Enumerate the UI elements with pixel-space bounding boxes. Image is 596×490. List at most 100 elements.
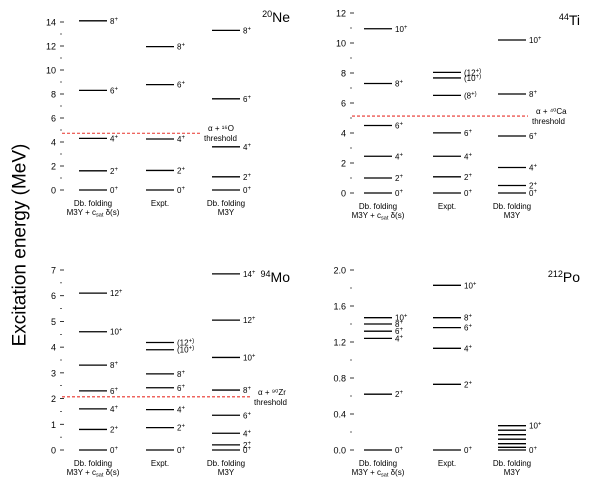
y-tick-label: 1.2 bbox=[333, 338, 346, 348]
column-label: Db. folding bbox=[359, 459, 397, 468]
level-label: 4+ bbox=[243, 143, 251, 152]
level-label: 0+ bbox=[110, 186, 118, 195]
level-label: 4+ bbox=[464, 152, 472, 161]
threshold-label: α + ⁹⁰Zr bbox=[258, 388, 286, 397]
level-label: 4+ bbox=[529, 164, 537, 173]
level-label: 4+ bbox=[243, 429, 251, 438]
column-label: Expt. bbox=[438, 202, 456, 211]
level-label: 2+ bbox=[110, 167, 118, 176]
level-label: 10+ bbox=[243, 353, 256, 362]
level-label: 2+ bbox=[177, 424, 185, 433]
column-label: M3Y + csat δ(s) bbox=[352, 211, 405, 222]
level-label: 10+ bbox=[395, 314, 408, 323]
level-label: 6+ bbox=[395, 327, 403, 336]
nucleus-label: 212Po bbox=[548, 269, 580, 285]
level-label: 0+ bbox=[395, 189, 403, 198]
y-tick-label: 4 bbox=[51, 343, 56, 353]
level-label: 0+ bbox=[464, 446, 472, 455]
level-label: 14+ bbox=[243, 270, 256, 279]
level-label: 4+ bbox=[110, 134, 118, 143]
y-tick-label: 0.0 bbox=[333, 446, 346, 456]
y-tick-label: 12 bbox=[336, 9, 346, 19]
level-label: 0+ bbox=[243, 446, 251, 455]
column-label: M3Y + csat δ(s) bbox=[67, 208, 120, 219]
level-label: 6+ bbox=[529, 132, 537, 141]
y-tick-label: 1.6 bbox=[333, 302, 346, 312]
level-label: 2+ bbox=[529, 182, 537, 191]
level-label: 2+ bbox=[243, 173, 251, 182]
level-label: 0+ bbox=[177, 186, 185, 195]
column-1: 0+ 2+ 4+ 6+8+ 10+ Expt. bbox=[433, 281, 477, 468]
y-tick-label: 0 bbox=[51, 186, 56, 196]
level-label: 2+ bbox=[464, 173, 472, 182]
level-label: 2+ bbox=[395, 390, 403, 399]
column-label: Expt. bbox=[151, 459, 169, 468]
level-label: 2+ bbox=[395, 174, 403, 183]
y-tick-label: 0.4 bbox=[333, 410, 346, 420]
level-label: 8+ bbox=[243, 386, 251, 395]
level-label: 2+ bbox=[243, 441, 251, 450]
y-tick-label: 2 bbox=[51, 162, 56, 172]
level-label: (12+) bbox=[177, 339, 194, 348]
column-label: M3Y bbox=[218, 208, 235, 217]
column-1: 0+ 2+ 4+ 6+ (8+) (10+)(12+) Expt. bbox=[433, 68, 481, 211]
level-label: 4+ bbox=[177, 406, 185, 415]
y-tick-label: 2 bbox=[51, 394, 56, 404]
y-tick-label: 6 bbox=[51, 291, 56, 301]
column-label: Db. folding bbox=[207, 199, 245, 208]
column-1: 0+ 2+ 4+ 6+ 8+ Expt. bbox=[146, 43, 185, 208]
level-label: 2+ bbox=[464, 380, 472, 389]
level-label: 0+ bbox=[529, 189, 537, 198]
y-tick-label: 7 bbox=[51, 266, 56, 276]
level-label: 4+ bbox=[395, 152, 403, 161]
level-label: 10+ bbox=[529, 422, 542, 431]
column-label: M3Y + csat δ(s) bbox=[352, 468, 405, 479]
level-label: 0+ bbox=[243, 186, 251, 195]
y-tick-label: 8 bbox=[51, 90, 56, 100]
level-label: 6+ bbox=[177, 384, 185, 393]
column-label: Expt. bbox=[438, 459, 456, 468]
y-tick-label: 0.8 bbox=[333, 374, 346, 384]
column-label: Db. folding bbox=[359, 202, 397, 211]
level-label: 2+ bbox=[177, 166, 185, 175]
y-tick-label: 4 bbox=[341, 129, 346, 139]
threshold-label: threshold bbox=[532, 117, 565, 126]
column-label: Db. folding bbox=[493, 459, 531, 468]
level-label: 0+ bbox=[464, 189, 472, 198]
y-tick-label: 1 bbox=[51, 420, 56, 430]
level-label: 10+ bbox=[464, 281, 477, 290]
level-label: 8+ bbox=[243, 26, 251, 35]
column-1: 0+ 2+ 4+ 6+ 8+ (10+)(12+) Expt. bbox=[146, 339, 194, 468]
level-label: 8+ bbox=[395, 320, 403, 329]
level-label: 6+ bbox=[243, 95, 251, 104]
column-label: Db. folding bbox=[493, 202, 531, 211]
level-label: 6+ bbox=[177, 81, 185, 90]
y-tick-label: 6 bbox=[51, 114, 56, 124]
threshold-label: α + ¹⁶O bbox=[208, 124, 234, 133]
level-label: 2+ bbox=[110, 425, 118, 434]
level-label: 10+ bbox=[110, 328, 123, 337]
level-label: 8+ bbox=[110, 361, 118, 370]
y-tick-label: 12 bbox=[46, 42, 56, 52]
level-label: 6+ bbox=[395, 122, 403, 131]
level-label: 4+ bbox=[464, 344, 472, 353]
threshold-label: threshold bbox=[204, 134, 237, 143]
level-label: 4+ bbox=[110, 405, 118, 414]
level-label: (10+) bbox=[177, 346, 194, 355]
column-label: M3Y bbox=[504, 468, 521, 477]
y-tick-label: 0 bbox=[51, 446, 56, 456]
level-label: 6+ bbox=[110, 86, 118, 95]
level-label: 8+ bbox=[529, 90, 537, 99]
nucleus-label: 44Ti bbox=[559, 12, 580, 28]
y-tick-label: 10 bbox=[46, 66, 56, 76]
level-label: (10+) bbox=[464, 74, 481, 83]
level-label: (12+) bbox=[464, 68, 481, 77]
